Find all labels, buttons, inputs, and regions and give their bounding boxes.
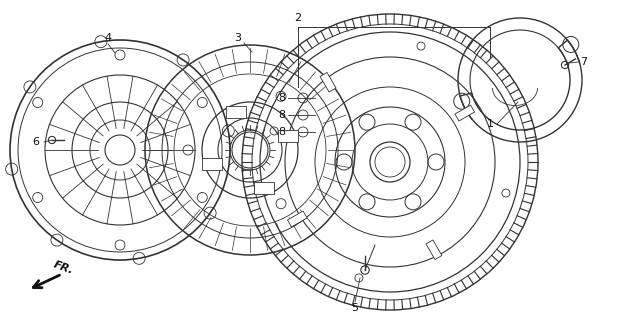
Text: 2: 2 bbox=[294, 13, 302, 23]
FancyBboxPatch shape bbox=[254, 181, 274, 194]
Text: 8: 8 bbox=[279, 93, 285, 103]
Text: 3: 3 bbox=[235, 33, 242, 43]
Text: 1: 1 bbox=[486, 119, 493, 129]
FancyBboxPatch shape bbox=[277, 130, 297, 142]
Text: 7: 7 bbox=[580, 57, 588, 67]
Bar bbox=[426, 240, 442, 260]
FancyBboxPatch shape bbox=[227, 107, 246, 118]
FancyBboxPatch shape bbox=[202, 158, 222, 170]
Text: FR.: FR. bbox=[52, 260, 75, 276]
Text: 8: 8 bbox=[279, 127, 285, 137]
Text: 5: 5 bbox=[352, 303, 359, 313]
Text: 8: 8 bbox=[279, 110, 285, 120]
Bar bbox=[320, 72, 336, 92]
Bar bbox=[287, 211, 307, 227]
Bar bbox=[455, 105, 475, 121]
Text: 6: 6 bbox=[33, 137, 39, 147]
Text: 4: 4 bbox=[105, 33, 111, 43]
